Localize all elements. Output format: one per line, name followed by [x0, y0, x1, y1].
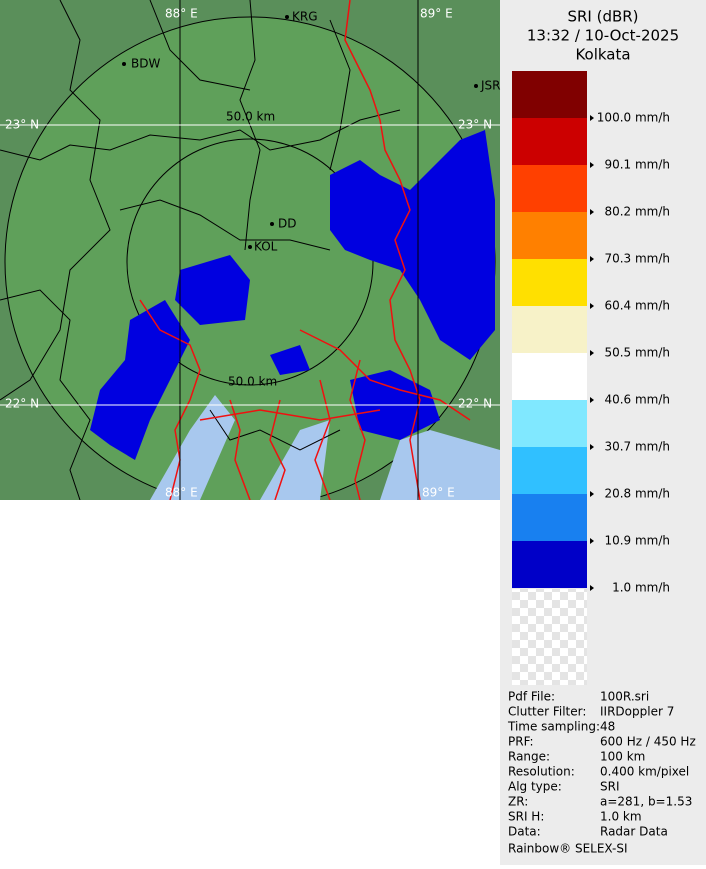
legend-label: 20.8 mm/h: [604, 487, 670, 501]
timestamp: 13:32 / 10-Oct-2025: [527, 27, 679, 45]
footer: Rainbow® SELEX-SI: [508, 842, 628, 856]
legend-swatch: [512, 165, 587, 212]
legend-label: 30.7 mm/h: [604, 440, 670, 454]
legend-swatch: [512, 259, 587, 306]
info-key: Range:: [508, 750, 550, 764]
place-label: JSR: [480, 79, 501, 93]
legend-pointer: [590, 115, 594, 121]
legend-pointer: [590, 444, 594, 450]
legend-pointer: [590, 256, 594, 262]
legend-label: 70.3 mm/h: [604, 252, 670, 266]
legend-label: 1.0 mm/h: [612, 581, 670, 595]
info-key: PRF:: [508, 735, 534, 749]
no-data-swatch: [512, 589, 587, 685]
place-markers: [122, 15, 478, 249]
info-key: ZR:: [508, 795, 528, 809]
info-key: SRI H:: [508, 810, 544, 824]
info-value: Radar Data: [600, 825, 668, 839]
map-labels: 88° E 89° E 23° N 23° N 22° N 22° N 88° E 89° E…: [5, 7, 501, 500]
legend-pointer: [590, 303, 594, 309]
grid-label: 23° N: [5, 118, 39, 132]
graticule: [0, 0, 500, 500]
legend-pointer: [590, 350, 594, 356]
grid-label: 88° E: [165, 486, 198, 500]
legend-label: 80.2 mm/h: [604, 205, 670, 219]
grid-label: 89° E: [422, 486, 455, 500]
grid-label: 23° N: [458, 118, 492, 132]
legend-pointer: [590, 209, 594, 215]
range-ring-inner: [126, 138, 374, 386]
grid-label: 89° E: [420, 7, 453, 21]
range-label: 50.0 km: [228, 375, 277, 389]
info-key: Clutter Filter:: [508, 705, 586, 719]
map: [0, 0, 500, 500]
legend-swatch: [512, 212, 587, 259]
legend-pointer: [590, 162, 594, 168]
legend-swatch: [512, 400, 587, 447]
legend: 100.0 mm/h 90.1 mm/h 80.2 mm/h 70.3 mm/h 60.…: [512, 71, 670, 595]
legend-label: 60.4 mm/h: [604, 299, 670, 313]
info-key: Resolution:: [508, 765, 575, 779]
grid-label: 22° N: [458, 397, 492, 411]
legend-swatch: [512, 494, 587, 541]
place-label: BDW: [131, 57, 160, 71]
legend-label: 90.1 mm/h: [604, 158, 670, 172]
range-label: 50.0 km: [226, 110, 275, 124]
place-label: KOL: [254, 240, 278, 254]
info-key: Pdf File:: [508, 690, 555, 704]
legend-swatch: [512, 353, 587, 400]
info-value: 0.400 km/pixel: [600, 765, 689, 779]
place-label: DD: [278, 217, 296, 231]
legend-label: 100.0 mm/h: [597, 111, 670, 125]
info-value: 100R.sri: [600, 690, 649, 704]
info-table: Pdf File: 100R.sri Clutter Filter: IIRDoppl…: [507, 690, 696, 839]
legend-swatch: [512, 447, 587, 494]
legend-pointer: [590, 397, 594, 403]
info-key: Time sampling:: [507, 720, 600, 734]
info-value: 48: [600, 720, 615, 734]
title: SRI (dBR): [567, 8, 638, 26]
legend-pointer: [590, 491, 594, 497]
place-label: KRG: [292, 10, 318, 24]
grid-label: 22° N: [5, 397, 39, 411]
rivers: [139, 0, 471, 500]
info-value: 100 km: [600, 750, 645, 764]
info-value: 1.0 km: [600, 810, 642, 824]
info-key: Alg type:: [508, 780, 562, 794]
grid-label: 88° E: [165, 7, 198, 21]
info-value: 600 Hz / 450 Hz: [600, 735, 696, 749]
legend-pointer: [590, 585, 594, 591]
legend-swatch: [512, 71, 587, 118]
info-value: a=281, b=1.53: [600, 795, 692, 809]
info-key: Data:: [508, 825, 541, 839]
legend-label: 40.6 mm/h: [604, 393, 670, 407]
legend-swatch: [512, 541, 587, 588]
info-value: IIRDoppler 7: [600, 705, 674, 719]
info-value: SRI: [600, 780, 620, 794]
legend-label: 10.9 mm/h: [604, 534, 670, 548]
legend-label: 50.5 mm/h: [604, 346, 670, 360]
legend-swatch: [512, 118, 587, 165]
legend-swatch: [512, 306, 587, 353]
location: Kolkata: [575, 46, 630, 64]
legend-pointer: [590, 538, 594, 544]
boundaries: [0, 0, 401, 500]
